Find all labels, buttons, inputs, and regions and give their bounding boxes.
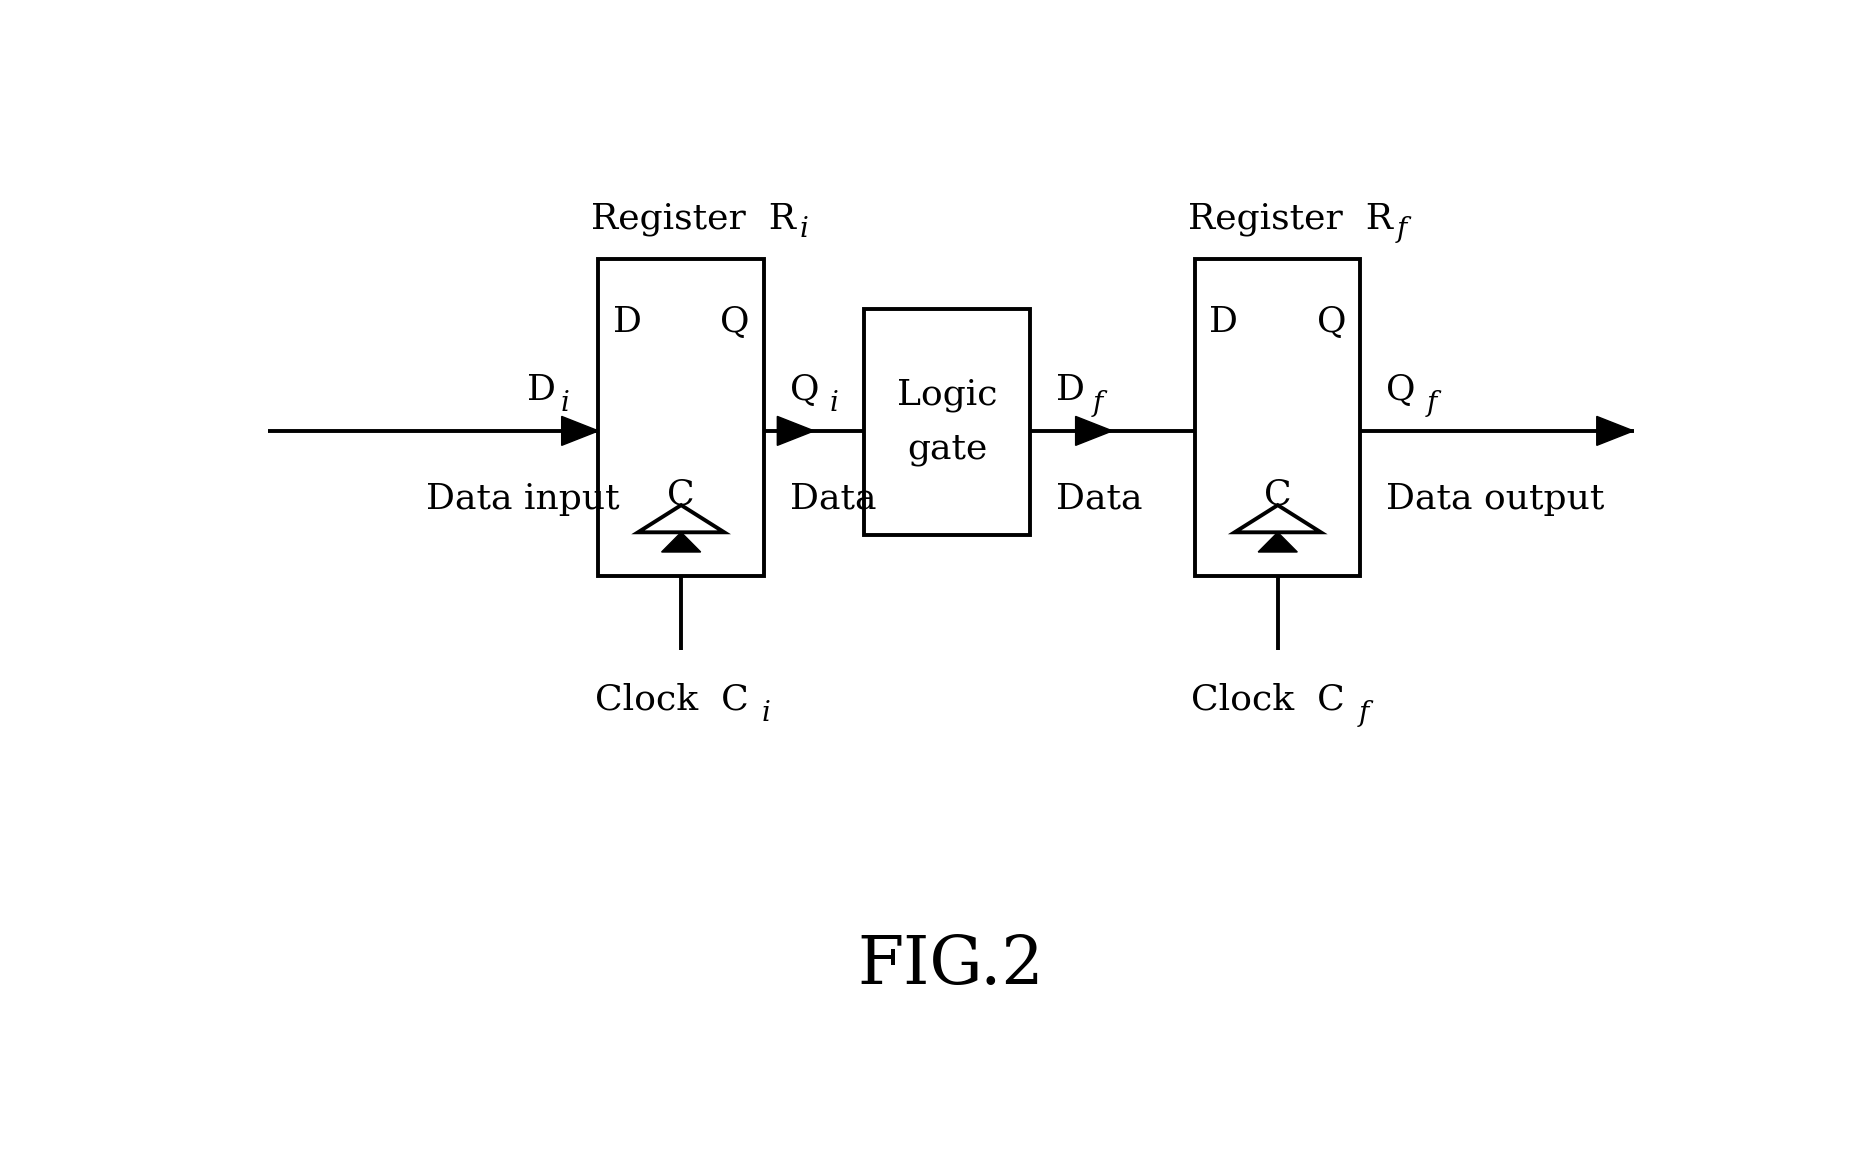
Text: Data input: Data input xyxy=(427,482,620,516)
Polygon shape xyxy=(1076,416,1113,446)
Polygon shape xyxy=(777,416,814,446)
Text: Q: Q xyxy=(1317,306,1347,339)
Text: Data: Data xyxy=(790,482,876,516)
Polygon shape xyxy=(562,416,599,446)
Text: f: f xyxy=(1397,215,1406,242)
Text: D: D xyxy=(1055,373,1085,407)
Polygon shape xyxy=(1235,506,1321,533)
Polygon shape xyxy=(662,533,701,552)
Text: D: D xyxy=(1209,306,1239,339)
Polygon shape xyxy=(1258,533,1297,552)
Text: Register  R: Register R xyxy=(1187,202,1393,236)
Polygon shape xyxy=(638,506,723,533)
Text: Logic: Logic xyxy=(896,377,998,412)
Text: D: D xyxy=(527,373,556,407)
Text: Data: Data xyxy=(1055,482,1143,516)
Text: f: f xyxy=(1426,390,1438,417)
Text: Q: Q xyxy=(1386,373,1415,407)
Text: C: C xyxy=(1263,477,1291,512)
Text: Clock  C: Clock C xyxy=(595,683,749,717)
Text: gate: gate xyxy=(907,432,987,466)
Text: Q: Q xyxy=(790,373,820,407)
Text: Register  R: Register R xyxy=(592,202,796,236)
Bar xyxy=(1195,259,1360,576)
Text: D: D xyxy=(612,306,642,339)
Text: f: f xyxy=(1358,700,1369,727)
Text: i: i xyxy=(560,390,569,417)
Bar xyxy=(864,308,1030,535)
Text: i: i xyxy=(762,700,770,727)
Text: i: i xyxy=(800,215,809,242)
Text: FIG.2: FIG.2 xyxy=(857,933,1044,997)
Text: Clock  C: Clock C xyxy=(1191,683,1345,717)
Text: Q: Q xyxy=(720,306,749,339)
Text: Data output: Data output xyxy=(1386,482,1605,516)
Bar xyxy=(599,259,764,576)
Text: i: i xyxy=(829,390,838,417)
Text: C: C xyxy=(668,477,696,512)
Polygon shape xyxy=(1597,416,1634,446)
Text: f: f xyxy=(1093,390,1104,417)
